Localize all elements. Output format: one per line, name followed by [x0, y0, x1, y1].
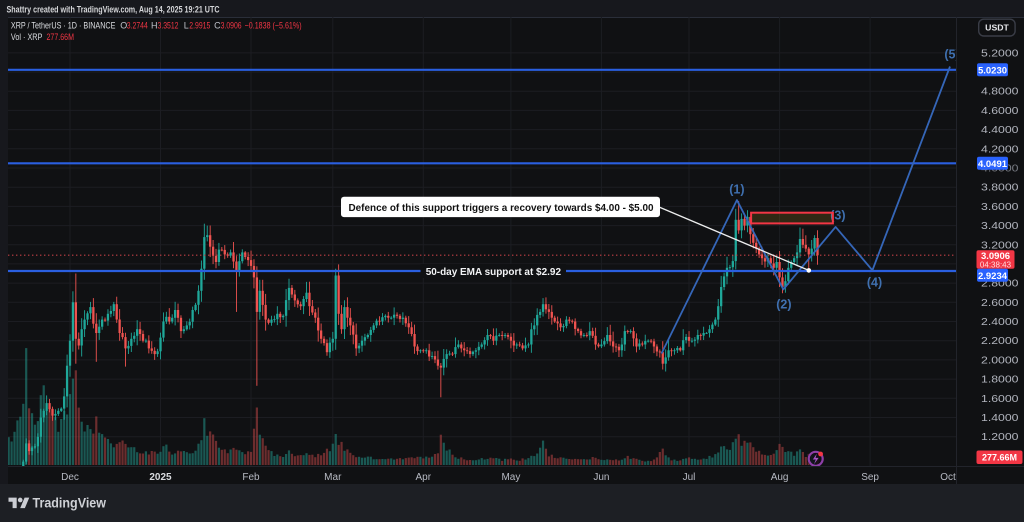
svg-text:(3): (3) [830, 209, 845, 223]
svg-text:04:38:43: 04:38:43 [980, 260, 1012, 269]
svg-text:277.66M: 277.66M [47, 32, 75, 42]
svg-text:C: C [214, 20, 221, 30]
svg-text:Apr: Apr [416, 472, 432, 483]
svg-text:Aug: Aug [771, 472, 789, 483]
svg-text:4.4000: 4.4000 [981, 125, 1019, 136]
svg-text:L: L [184, 20, 189, 30]
svg-text:3.2744: 3.2744 [127, 20, 148, 30]
svg-text:4.2000: 4.2000 [981, 144, 1019, 155]
svg-text:O: O [120, 20, 127, 30]
svg-text:Jul: Jul [683, 472, 696, 483]
svg-text:2.4000: 2.4000 [981, 317, 1019, 328]
svg-text:5.0230: 5.0230 [978, 65, 1007, 76]
svg-text:May: May [501, 472, 520, 483]
svg-text:Dec: Dec [61, 472, 79, 483]
svg-text:(2): (2) [776, 298, 791, 312]
svg-text:(5): (5) [944, 48, 959, 62]
svg-text:Jun: Jun [593, 472, 609, 483]
svg-text:−0.1838 (−5.61%): −0.1838 (−5.61%) [245, 20, 302, 30]
svg-text:4.8000: 4.8000 [981, 87, 1019, 98]
svg-text:3.8000: 3.8000 [981, 183, 1019, 194]
svg-text:2.8000: 2.8000 [981, 279, 1019, 290]
svg-text:3.0906: 3.0906 [221, 20, 242, 30]
svg-text:3.4000: 3.4000 [981, 221, 1019, 232]
svg-text:4.6000: 4.6000 [981, 106, 1019, 117]
svg-text:Oct: Oct [940, 472, 956, 483]
svg-text:(4): (4) [867, 276, 882, 290]
svg-text:3.0906: 3.0906 [981, 251, 1010, 262]
svg-text:(1): (1) [729, 183, 744, 197]
svg-text:5.2000: 5.2000 [981, 48, 1019, 59]
svg-text:2025: 2025 [149, 472, 172, 483]
svg-text:2.0000: 2.0000 [981, 355, 1019, 366]
svg-text:2.6000: 2.6000 [981, 298, 1019, 309]
svg-text:1.2000: 1.2000 [981, 432, 1019, 443]
svg-text:USDT: USDT [985, 23, 1009, 33]
svg-text:50-day EMA support at $2.92: 50-day EMA support at $2.92 [426, 267, 562, 278]
svg-text:3.2000: 3.2000 [981, 240, 1019, 251]
svg-text:TradingView: TradingView [33, 495, 107, 511]
svg-text:H: H [151, 20, 158, 30]
svg-text:Shattry created with TradingVi: Shattry created with TradingView.com, Au… [7, 4, 221, 14]
svg-text:3.3512: 3.3512 [158, 20, 179, 30]
svg-text:3.6000: 3.6000 [981, 202, 1019, 213]
svg-text:1.4000: 1.4000 [981, 413, 1019, 424]
svg-text:XRP / TetherUS · 1D · BINANCE: XRP / TetherUS · 1D · BINANCE [11, 20, 116, 30]
svg-text:4.0491: 4.0491 [978, 159, 1008, 170]
svg-text:Feb: Feb [242, 472, 260, 483]
svg-text:2.9234: 2.9234 [978, 271, 1008, 282]
svg-text:Mar: Mar [324, 472, 342, 483]
svg-text:1.8000: 1.8000 [981, 375, 1019, 386]
svg-text:Vol · XRP: Vol · XRP [11, 32, 42, 42]
svg-text:277.66M: 277.66M [982, 453, 1017, 463]
svg-text:1.6000: 1.6000 [981, 394, 1019, 405]
svg-text:2.9915: 2.9915 [189, 20, 210, 30]
svg-text:2.2000: 2.2000 [981, 336, 1019, 347]
svg-text:Defence of this support trigge: Defence of this support triggers a recov… [349, 203, 655, 214]
svg-text:Sep: Sep [861, 472, 879, 483]
